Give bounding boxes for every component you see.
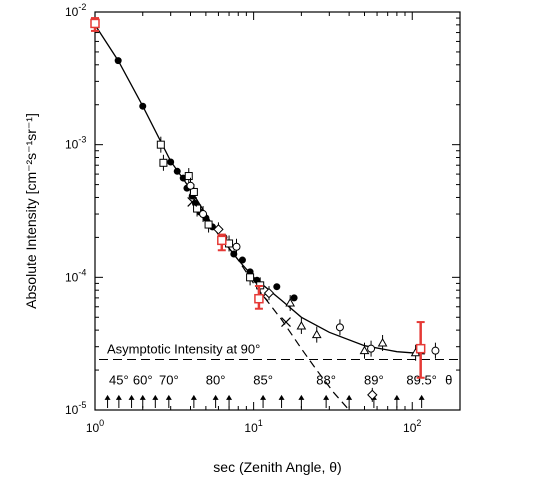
- data-point-open-triangle: [359, 345, 370, 355]
- angle-arrow-head: [104, 394, 111, 400]
- angle-arrow-head: [260, 394, 267, 400]
- data-point-red-square: [90, 18, 100, 29]
- data-point-open-triangle: [377, 337, 388, 347]
- data-point-open-diamond: [263, 287, 275, 299]
- angle-arrow-head: [165, 394, 172, 400]
- data-point-red-square: [254, 293, 264, 304]
- data-point-open-circle: [367, 344, 376, 353]
- tick-labels: 100 101 102 10-5 10-4 10-3 10-2: [65, 2, 421, 435]
- y-tick-label: 10-4: [65, 267, 86, 284]
- solid-fit-curve: [94, 24, 425, 355]
- x-tick-label: 102: [403, 418, 421, 435]
- angle-arrow-head: [139, 394, 146, 400]
- angle-label: 45°: [109, 373, 129, 388]
- angle-label: 89.5°: [406, 373, 437, 388]
- asymptote: Asymptotic Intensity at 90°: [99, 342, 458, 361]
- data-points: [90, 17, 440, 402]
- fit-curves: [94, 24, 425, 411]
- angle-arrow-head: [115, 394, 122, 400]
- data-point-filled-circle: [167, 158, 175, 166]
- angle-arrow-head: [323, 394, 330, 400]
- data-point-open-circle: [232, 242, 241, 251]
- angle-label: 89°: [364, 373, 384, 388]
- angle-arrow-head: [226, 394, 233, 400]
- data-point-open-circle: [431, 346, 440, 355]
- plot-frame: [94, 11, 461, 411]
- data-point-filled-circle: [230, 250, 238, 258]
- data-point-filled-circle: [114, 57, 122, 65]
- angle-label: θ: [445, 373, 452, 388]
- data-point-open-square: [184, 172, 193, 181]
- x-tick-label: 100: [86, 418, 104, 435]
- data-point-filled-circle: [290, 294, 298, 302]
- data-point-open-square: [246, 273, 255, 282]
- data-point-open-square: [204, 220, 213, 229]
- data-point-open-square: [156, 140, 165, 149]
- dashed-fit-curve: [217, 234, 350, 411]
- x-tick-label: 101: [244, 418, 262, 435]
- data-point-open-circle: [199, 210, 208, 219]
- angle-label: 70°: [159, 373, 179, 388]
- y-tick-label: 10-5: [65, 400, 86, 417]
- angle-arrow-head: [128, 394, 135, 400]
- x-axis-title: sec (Zenith Angle, θ): [213, 459, 341, 475]
- y-tick-label: 10-3: [65, 135, 86, 152]
- data-point-open-square: [159, 158, 168, 167]
- angle-arrow-head: [298, 394, 305, 400]
- angle-label: 80°: [206, 373, 226, 388]
- data-point-open-circle: [186, 181, 195, 190]
- data-point-red-square: [415, 343, 426, 354]
- y-tick-label: 10-2: [65, 2, 86, 19]
- angle-arrow-head: [278, 394, 285, 400]
- data-point-open-square: [225, 239, 234, 248]
- axis-ticks: [94, 12, 461, 411]
- data-point-filled-circle: [238, 256, 246, 264]
- angle-arrow-head: [418, 394, 425, 400]
- zenith-angle-markers: 45° 60° 70° 80° 85° 88° 89° 89.5° θ: [104, 373, 452, 408]
- data-point-filled-circle: [273, 283, 281, 291]
- angle-label: 60°: [133, 373, 153, 388]
- data-point-red-square: [217, 235, 227, 246]
- angle-arrow-head: [212, 394, 219, 400]
- data-point-cross: [187, 197, 198, 207]
- data-point-open-triangle: [311, 329, 322, 339]
- angle-arrow-head: [152, 394, 159, 400]
- data-point-open-diamond: [367, 389, 378, 401]
- angle-label: 85°: [253, 373, 273, 388]
- angle-arrow-head: [346, 394, 353, 400]
- data-point-cross: [281, 317, 291, 327]
- data-point-open-square: [193, 204, 202, 213]
- angle-arrow-head: [190, 394, 197, 400]
- angle-label: 88°: [316, 373, 336, 388]
- angle-arrow-head: [393, 394, 400, 400]
- data-point-open-circle: [335, 323, 344, 332]
- data-point-filled-circle: [139, 102, 147, 110]
- y-axis-title: Absolute Intensity [cm⁻²s⁻¹sr⁻¹]: [23, 113, 39, 309]
- data-point-filled-circle: [173, 167, 181, 175]
- asymptote-label: Asymptotic Intensity at 90°: [107, 342, 260, 357]
- data-point-open-triangle: [285, 298, 296, 307]
- data-point-open-triangle: [296, 320, 307, 330]
